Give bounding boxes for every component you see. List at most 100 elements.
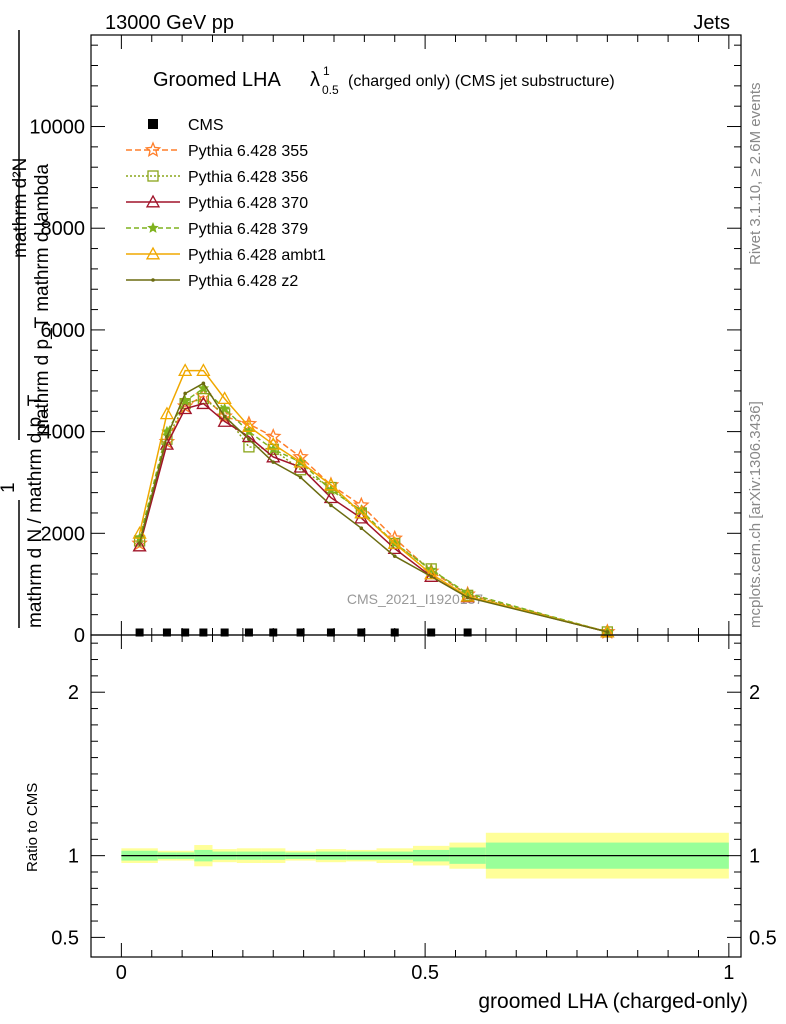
title-main: Groomed LHA [153,69,281,91]
legend-entry-cms: CMS [148,117,224,134]
cms-data-point [296,628,305,637]
ratio-y-label: Ratio to CMS [24,783,41,872]
legend-label-2: Pythia 6.428 370 [188,195,308,212]
legend-entry-4: Pythia 6.428 ambt1 [126,246,326,264]
cms-data-point [181,628,190,637]
main-y-tick-label: 10000 [29,117,85,139]
ratio-y-ticks: 0.5 0.5 1 1 2 2 [51,642,777,949]
series-point-4 [196,363,211,377]
main-panel: 0 2000 4000 6000 8000 10000 CMS_2021_I1920187… [29,34,742,647]
cms-data-point [220,628,229,637]
series-point-5 [222,414,227,419]
ratio-plot-frame [90,634,742,958]
series-line-1 [138,397,608,633]
main-y-tick-label: 6000 [41,320,86,342]
legend-label-cms: CMS [188,117,224,134]
legend-label-0: Pythia 6.428 355 [188,143,308,160]
y-label-num-2: mathrm d p_T mathrm d lambda [32,164,53,435]
series-point-2 [323,490,339,504]
title-lambda-sup: 1 [323,64,330,78]
series-point-5 [429,574,433,579]
ratio-x-tick-label: 0 [116,962,127,984]
series-point-5 [271,460,276,464]
series-point-4 [354,505,369,519]
ratio-y-tick-label: 1 [68,846,79,868]
ratio-y-tick-label: 2 [68,682,79,704]
series-point-4 [266,436,281,450]
legend-label-1: Pythia 6.428 356 [188,169,308,186]
cms-data-point [135,628,144,637]
series-point-5 [298,475,303,480]
cms-data-point [390,628,399,637]
legend: CMS Pythia 6.428 355 Pythia 6.428 356 Pythi… [126,117,326,290]
series-point-5 [137,541,142,546]
series-point-0 [264,427,282,444]
legend-label-3: Pythia 6.428 379 [188,221,308,238]
header-jets-label: Jets [693,12,730,34]
legend-marker-3 [147,221,159,233]
title-lambda-sub: 0.5 [322,83,339,97]
series-point-5 [247,437,251,442]
mcplots-label: mcplots.cern.ch [arXiv:1306.3436] [747,401,764,628]
y-label-den: mathrm d N / mathrm d p_T [25,394,46,628]
cms-data-layer [135,628,472,637]
series-point-3 [218,402,231,414]
cms-data-point [326,628,335,637]
cms-data-point [357,628,366,637]
series-point-5 [392,554,397,558]
series-point-4 [387,536,402,549]
cms-data-point [244,628,253,637]
legend-marker-cms [148,119,158,129]
series-point-4 [424,566,439,580]
series-point-4 [178,363,193,377]
legend-marker-2 [145,194,161,208]
cms-data-point [463,628,472,637]
series-point-5 [605,630,610,634]
series-line-5 [138,382,608,633]
series-point-4 [159,406,175,420]
series-point-5 [183,391,187,396]
main-y-tick-label: 2000 [41,523,86,545]
series-layer [131,363,616,639]
rivet-version-label: Rivet 3.1.10, ≥ 2.6M events [747,83,764,266]
series-point-2 [132,538,147,552]
series-point-4 [241,419,257,432]
main-y-axis-label: mathrm d²N mathrm d p_T mathrm d lambda … [0,30,53,628]
chart-title: Groomed LHA [153,69,281,91]
series-point-2 [217,414,232,427]
series-point-5 [201,381,206,386]
ratio-y-tick-label: 0.5 [51,927,79,949]
cms-data-point [199,628,208,637]
y-label-one: 1 [0,482,19,493]
series-point-5 [359,526,364,531]
header-energy-label: 13000 GeV pp [105,12,234,34]
legend-label-4: Pythia 6.428 ambt1 [188,247,326,264]
legend-label-5: Pythia 6.428 z2 [188,273,298,290]
legend-entry-1: Pythia 6.428 356 [126,169,308,186]
legend-entry-3: Pythia 6.428 379 [126,221,308,238]
series-point-4 [323,477,339,491]
title-lambda: λ [310,69,320,91]
legend-marker-0 [144,141,162,158]
legend-entry-5: Pythia 6.428 z2 [126,273,298,290]
legend-marker-1 [147,170,159,182]
ratio-x-tick-label: 0.5 [411,962,439,984]
main-y-tick-label: 4000 [41,422,86,444]
main-y-ticks: 0 2000 4000 6000 8000 10000 [29,44,741,647]
main-y-tick-label: 0 [74,625,85,647]
series-point-5 [329,503,333,508]
legend-marker-4 [145,246,161,260]
ratio-y-tick-label-right: 0.5 [749,927,777,949]
main-y-tick-label: 8000 [41,218,86,240]
ratio-x-tick-label: 1 [723,962,734,984]
title-suffix: (charged only) (CMS jet substructure) [348,73,615,90]
series-point-3 [197,382,210,394]
series-line-3 [138,387,608,633]
legend-entry-2: Pythia 6.428 370 [126,194,308,212]
cms-data-point [269,628,278,637]
cms-data-point [427,628,436,637]
series-point-2 [178,401,193,415]
cms-data-point [162,628,171,637]
series-point-4 [217,391,232,405]
